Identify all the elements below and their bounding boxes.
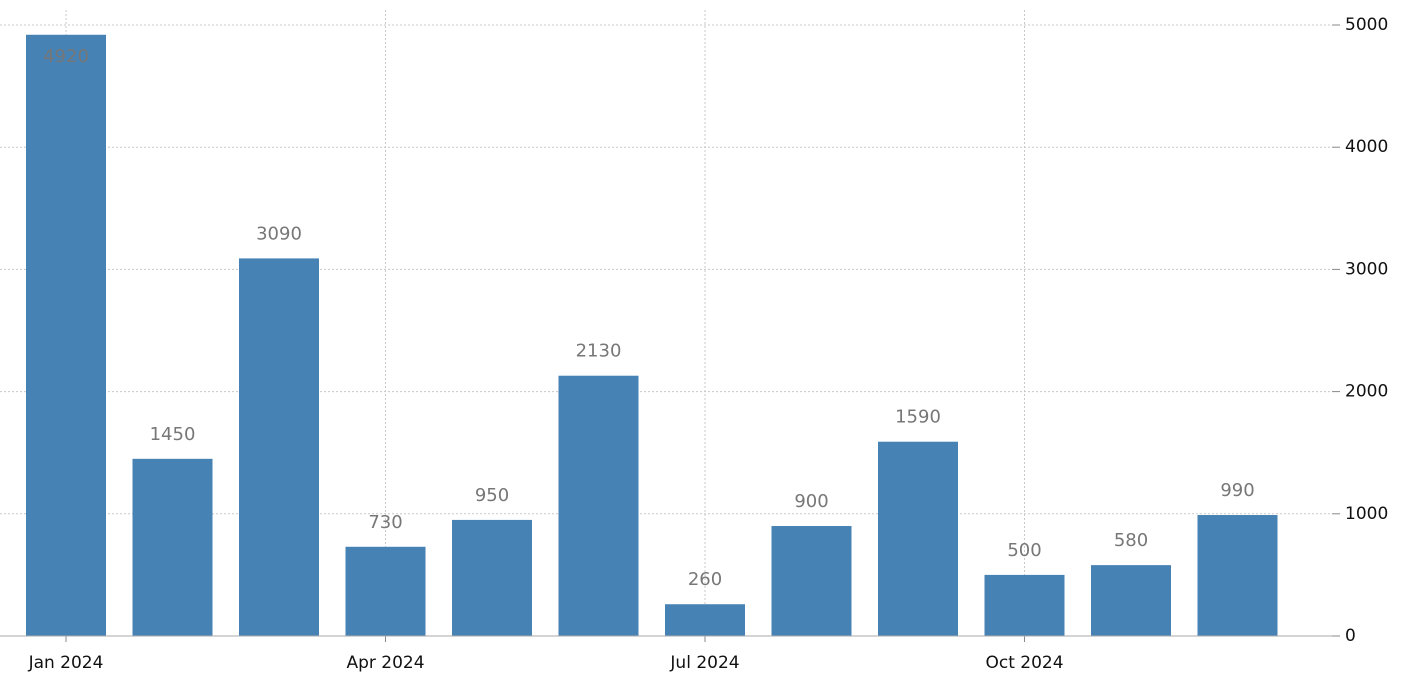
value-label: 1450 [150, 424, 196, 445]
value-label: 950 [475, 485, 509, 506]
bar [878, 441, 958, 636]
bar [26, 34, 106, 636]
value-label: 500 [1007, 540, 1041, 561]
value-label: 580 [1114, 530, 1148, 551]
value-label: 2130 [576, 341, 622, 362]
bar [452, 519, 532, 636]
x-tick-label: Apr 2024 [346, 653, 424, 673]
y-tick-label: 1000 [1345, 504, 1388, 524]
y-tick-label: 3000 [1345, 259, 1388, 279]
y-tick-label: 4000 [1345, 137, 1388, 157]
bar [1091, 565, 1171, 636]
value-label: 900 [794, 491, 828, 512]
x-tick-label: Jul 2024 [669, 653, 739, 673]
bar [984, 574, 1065, 636]
bar [132, 458, 213, 636]
y-tick-label: 5000 [1345, 15, 1388, 35]
bar [558, 375, 639, 636]
value-label: 730 [368, 512, 402, 533]
bar [1197, 515, 1278, 636]
y-tick-label: 2000 [1345, 382, 1388, 402]
value-label: 260 [688, 569, 722, 590]
x-tick-label: Jan 2024 [28, 653, 104, 673]
value-label: 4920 [43, 46, 89, 67]
x-tick-label: Oct 2024 [985, 653, 1063, 673]
y-tick-label: 0 [1345, 626, 1356, 646]
value-label: 1590 [895, 407, 941, 428]
bar [771, 526, 852, 636]
value-label: 990 [1220, 480, 1254, 501]
value-label: 3090 [256, 223, 302, 244]
bar [345, 546, 426, 636]
bar [239, 258, 319, 636]
bar [665, 604, 745, 636]
